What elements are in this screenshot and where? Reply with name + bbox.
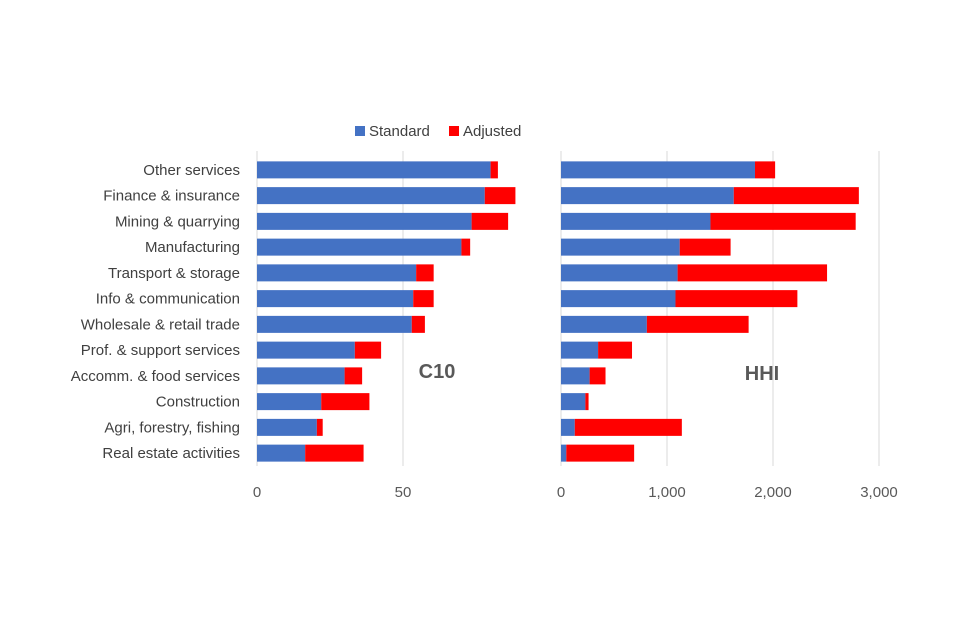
c10-bar-standard — [257, 238, 462, 256]
c10-bar-standard — [257, 161, 491, 179]
c10-tick-label: 0 — [253, 484, 261, 501]
hhi-bar-standard — [561, 187, 734, 205]
hhi-bar-adjusted — [646, 315, 749, 333]
category-label: Wholesale & retail trade — [81, 316, 240, 333]
hhi-bar-adjusted — [679, 238, 731, 256]
hhi-bar-adjusted — [675, 290, 798, 308]
c10-bar-adjusted — [471, 212, 509, 230]
legend: Standard Adjusted — [355, 123, 521, 140]
c10-bar-adjusted — [344, 367, 363, 385]
c10-bar-standard — [257, 367, 345, 385]
c10-bar-standard — [257, 187, 485, 205]
category-label: Construction — [156, 394, 240, 411]
hhi-bar-adjusted — [754, 161, 776, 179]
c10-bar-adjusted — [411, 315, 425, 333]
hhi-bar-adjusted — [710, 212, 856, 230]
category-label: Finance & insurance — [103, 188, 240, 205]
hhi-bar-standard — [561, 315, 647, 333]
legend-adjusted-label: Adjusted — [463, 123, 521, 140]
c10-bar-standard — [257, 212, 472, 230]
category-label: Accomm. & food services — [71, 368, 240, 385]
hhi-panel-title: HHI — [745, 363, 779, 385]
category-label: Real estate activities — [102, 445, 240, 462]
c10-panel: Other services Finance & insurance Mining … — [71, 151, 516, 501]
c10-bar-adjusted — [413, 290, 434, 308]
legend-standard-label: Standard — [369, 123, 430, 140]
c10-bar-adjusted — [461, 238, 471, 256]
hhi-bar-adjusted — [566, 444, 635, 462]
category-label: Manufacturing — [145, 239, 240, 256]
c10-panel-title: C10 — [419, 361, 456, 383]
c10-bar-adjusted — [490, 161, 498, 179]
hhi-bar-adjusted — [733, 187, 859, 205]
hhi-bar-standard — [561, 264, 678, 282]
hhi-bar-adjusted — [589, 367, 606, 385]
hhi-tick-label: 2,000 — [754, 484, 792, 501]
c10-bar-standard — [257, 393, 322, 411]
c10-bar-adjusted — [416, 264, 434, 282]
hhi-bar-standard — [561, 161, 755, 179]
hhi-bar-standard — [561, 341, 599, 359]
c10-tick-label: 50 — [395, 484, 412, 501]
c10-bar-standard — [257, 290, 414, 308]
c10-bar-adjusted — [354, 341, 382, 359]
c10-bar-standard — [257, 341, 355, 359]
hhi-bar-standard — [561, 290, 676, 308]
hhi-bar-standard — [561, 238, 680, 256]
hhi-bar-standard — [561, 393, 586, 411]
c10-bar-standard — [257, 418, 317, 436]
c10-bar-standard — [257, 444, 306, 462]
c10-bar-standard — [257, 315, 412, 333]
hhi-bar-adjusted — [585, 393, 589, 411]
hhi-bar-standard — [561, 212, 711, 230]
hhi-panel: 0 1,000 2,000 3,000 HHI — [557, 151, 898, 501]
category-label: Info & communication — [96, 291, 240, 308]
c10-bar-adjusted — [316, 418, 323, 436]
c10-bar-adjusted — [484, 187, 516, 205]
legend-adjusted-swatch — [449, 126, 459, 136]
category-label: Other services — [143, 162, 240, 179]
c10-bar-adjusted — [305, 444, 364, 462]
hhi-tick-label: 1,000 — [648, 484, 686, 501]
legend-standard-swatch — [355, 126, 365, 136]
category-label: Prof. & support services — [81, 342, 240, 359]
hhi-bar-standard — [561, 367, 590, 385]
category-label: Transport & storage — [108, 265, 240, 282]
hhi-bar-adjusted — [677, 264, 828, 282]
hhi-bar-standard — [561, 418, 575, 436]
hhi-bar-adjusted — [574, 418, 682, 436]
category-label: Mining & quarrying — [115, 213, 240, 230]
c10-bar-standard — [257, 264, 417, 282]
category-label: Agri, forestry, fishing — [104, 419, 240, 436]
c10-bar-adjusted — [321, 393, 370, 411]
hhi-tick-label: 0 — [557, 484, 565, 501]
hhi-bar-adjusted — [598, 341, 633, 359]
hhi-tick-label: 3,000 — [860, 484, 898, 501]
hhi-bar-standard — [561, 444, 567, 462]
